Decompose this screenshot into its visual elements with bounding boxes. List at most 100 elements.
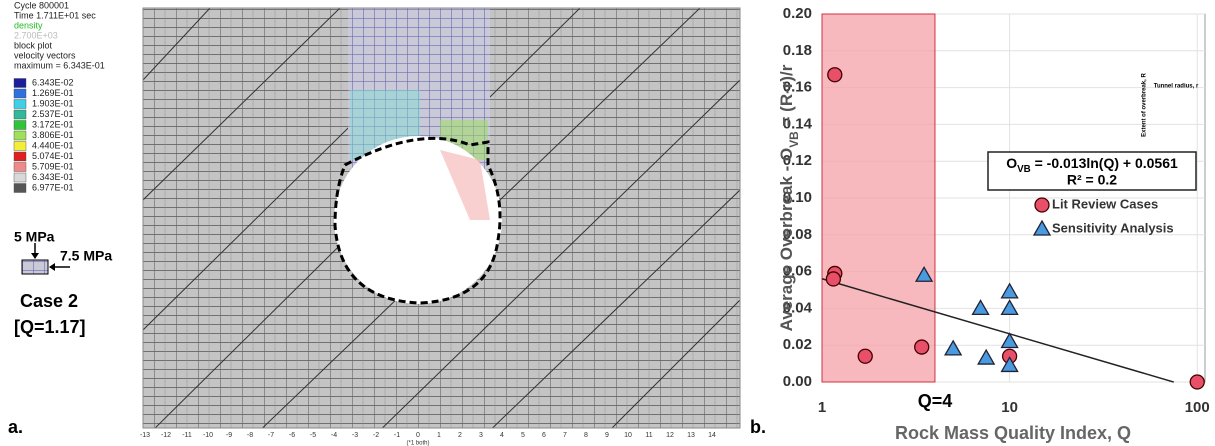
inset-label: Extent of overbreak, R [1142,72,1148,136]
arrowhead [31,253,39,259]
axis-tick-label: -13 [140,432,150,439]
triangle-point [977,348,996,365]
legend-swatch [13,109,27,120]
y-axis-title-part: VB [787,131,801,148]
legend-swatch [13,151,27,162]
legend-swatch [13,78,27,88]
axis-tick-label: -5 [310,432,316,439]
panel-label: b. [750,417,766,437]
legend-label: Lit Review Cases [1052,196,1158,211]
axis-note: (*1 both) [406,441,429,446]
triangle-point [1000,356,1019,373]
axis-tick-label: -7 [268,432,274,439]
axis-tick-label: -8 [247,432,253,439]
axis-tick-label: 2 [458,432,462,439]
y-tick-label: 0.10 [783,189,812,206]
equation-part: = -0.013ln(Q) + 0.0561 [1031,155,1178,171]
axis-tick-label: -6 [289,432,295,439]
axis-tick-label: -4 [331,432,337,439]
header-line: Cycle 800001 [14,0,69,10]
legend-label: 3.172E-01 [32,119,74,129]
legend-label: 3.806E-01 [32,130,74,140]
stress-block [21,259,49,275]
header-line: maximum = 6.343E-01 [14,60,105,70]
y-axis-title: Average Overbreak - OVB = (R-r)/r [777,64,801,331]
y-tick-label: 0.14 [783,115,813,132]
axis-tick-label: 14 [708,432,716,439]
axis-tick-label: 11 [645,432,652,439]
legend-label: 1.903E-01 [32,98,74,108]
axis-tick-label: 4 [500,432,504,439]
axis-tick-label: 7 [563,432,567,439]
r-squared: R² = 0.2 [1067,172,1117,188]
legend-swatch [13,130,27,141]
trendline [821,278,1175,383]
triangle-point [1000,299,1019,316]
axis-tick-label: 13 [687,432,695,439]
axis-tick-label: -1 [394,432,400,439]
q-label: [Q=1.17] [14,317,86,337]
axis-tick-label: 5 [521,432,525,439]
y-tick-label: 0.04 [783,299,813,316]
circle-point [827,67,843,83]
circle-point [1189,374,1205,390]
legend-marker [1034,197,1050,213]
legend-swatch [13,99,27,109]
x-axis-title: Rock Mass Quality Index, Q [895,423,1131,443]
equation-part: O [1006,155,1017,171]
axis-tick-label: 6 [542,432,546,439]
x-tick-label: 10 [1001,399,1018,416]
y-tick-label: 0.18 [783,42,812,59]
legend-swatch [13,88,27,99]
axis-tick-label: 8 [584,432,588,439]
legend-label: 2.537E-01 [32,109,74,119]
y-tick-label: 0.02 [783,336,812,353]
y-tick-label: 0.08 [783,226,812,243]
triangle-point [1000,332,1019,349]
x-tick-label: 1 [818,399,826,416]
equation-box [987,151,1197,191]
axis-tick-label: 0 [416,432,420,439]
axis-tick-label: -11 [182,432,192,439]
stress-label: 7.5 MPa [60,248,112,264]
triangle-point [944,339,963,356]
legend-label: 6.343E-02 [32,77,74,87]
axis-tick-label: 12 [666,432,674,439]
legend-label: 5.074E-01 [32,151,74,161]
x-tick-label: 100 [1185,399,1210,416]
legend-label: 4.440E-01 [32,140,74,150]
axis-tick-label: 9 [605,432,609,439]
axis-tick-label: -9 [226,432,232,439]
circle-point [825,271,842,287]
legend-label: 1.269E-01 [32,88,74,98]
equation-part: VB [1017,164,1031,175]
legend-swatch [13,141,27,151]
header-line: density [14,20,43,30]
legend-label: Sensitivity Analysis [1052,220,1174,235]
stress-label: 5 MPa [14,229,55,245]
simulation-image [143,8,740,428]
header-line: block plot [14,40,53,50]
region-label: Q=4 [918,391,953,411]
panel-label: a. [8,417,23,437]
axis-tick-label: 1 [437,432,441,439]
inset-label: Tunnel radius, r [1154,84,1199,90]
arrowhead [49,263,55,271]
triangle-point [971,299,990,316]
y-tick-label: 0.00 [783,373,812,390]
legend-swatch [13,172,27,183]
image-frame [142,7,741,429]
circle-point [857,348,873,364]
legend-swatch [13,120,27,130]
y-tick-label: 0.12 [783,152,812,169]
header-line: Time 1.711E+01 sec [14,10,96,20]
axis-tick-label: 3 [479,432,483,439]
y-axis-title-part: = (R-r)/r [777,64,796,131]
triangle-point [1000,282,1019,299]
axis-tick-label: -12 [161,432,171,439]
triangle-point [914,265,934,282]
legend-label: 6.977E-01 [32,182,74,192]
axis-tick-label: -2 [373,432,379,439]
legend-swatch [13,183,27,193]
